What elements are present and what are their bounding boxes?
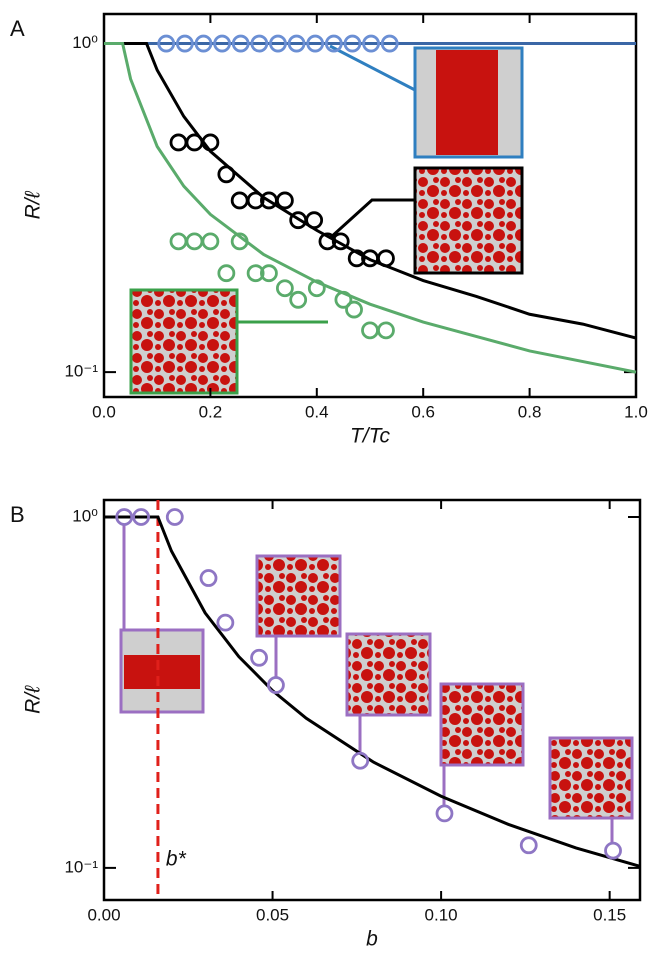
- x-tick-label: 1.0: [624, 402, 648, 421]
- x-tick-label: 0.15: [593, 905, 626, 924]
- data-point: [185, 133, 204, 152]
- panel-label: B: [10, 502, 25, 527]
- data-point: [194, 34, 213, 53]
- data-point: [260, 264, 278, 283]
- data-point: [216, 613, 235, 632]
- y-tick-label: 10⁰: [72, 33, 98, 52]
- x-axis-label: b: [366, 928, 378, 950]
- plot-frame: [102, 498, 642, 902]
- threshold-label: b*: [166, 848, 187, 871]
- data-point: [604, 841, 622, 860]
- y-axis-label: R/ℓ: [22, 190, 45, 219]
- x-tick-label: 0.4: [305, 402, 329, 421]
- data-point: [250, 648, 268, 667]
- data-point: [287, 34, 306, 53]
- data-point: [361, 321, 379, 340]
- data-point: [334, 290, 353, 309]
- data-point: [132, 508, 150, 526]
- data-point: [306, 34, 325, 53]
- data-point: [157, 34, 176, 53]
- plot-frame: [102, 12, 638, 399]
- x-tick-label: 0.2: [199, 402, 223, 421]
- data-point: [275, 191, 294, 210]
- data-point: [519, 836, 538, 855]
- data-point: [201, 232, 220, 251]
- x-axis-label: T/Tc: [350, 425, 391, 448]
- x-tick-label: 0.05: [256, 905, 289, 924]
- insets: [119, 44, 634, 844]
- data-point: [307, 279, 326, 298]
- data-point: [324, 34, 343, 53]
- data-point: [345, 300, 363, 319]
- y-tick-label: 10⁻¹: [64, 362, 98, 381]
- curve: [104, 515, 641, 868]
- data-point: [250, 34, 269, 53]
- data-point: [230, 191, 249, 210]
- data-point: [169, 133, 188, 152]
- data-point: [331, 232, 350, 251]
- data-point: [165, 508, 184, 526]
- data-point: [246, 191, 265, 210]
- x-tick-label: 0.8: [518, 402, 542, 421]
- data-point: [175, 34, 194, 53]
- data-point: [347, 249, 366, 268]
- curve: [104, 42, 637, 340]
- data-point: [318, 232, 337, 251]
- panel-label: A: [10, 16, 25, 41]
- data-point: [217, 165, 236, 184]
- y-tick-label: 10⁻¹: [64, 857, 98, 876]
- data-point: [201, 133, 220, 152]
- y-tick-label: 10⁰: [72, 506, 98, 525]
- data-point: [269, 34, 287, 53]
- data-point: [213, 34, 232, 53]
- data-point: [169, 232, 188, 251]
- data-point: [230, 232, 249, 251]
- data-point: [275, 279, 294, 298]
- x-tick-label: 0.6: [411, 402, 435, 421]
- data-point: [289, 290, 308, 309]
- x-tick-label: 0.10: [425, 905, 458, 924]
- data-point: [231, 34, 250, 53]
- data-point: [305, 211, 324, 230]
- x-tick-label: 0.00: [87, 905, 120, 924]
- data-point: [377, 249, 395, 268]
- data-point: [380, 34, 399, 53]
- data-point: [435, 804, 454, 823]
- data-point: [343, 34, 362, 53]
- x-tick-label: 0.0: [92, 402, 116, 421]
- data-point: [185, 232, 204, 251]
- data-point: [199, 569, 218, 587]
- data-point: [115, 508, 134, 526]
- data-point: [351, 751, 370, 770]
- data-point: [362, 34, 380, 53]
- data-point: [217, 264, 236, 283]
- y-axis-label: R/ℓ: [22, 685, 45, 714]
- data-point: [267, 676, 285, 694]
- data-point: [377, 321, 395, 340]
- data-point: [246, 264, 265, 283]
